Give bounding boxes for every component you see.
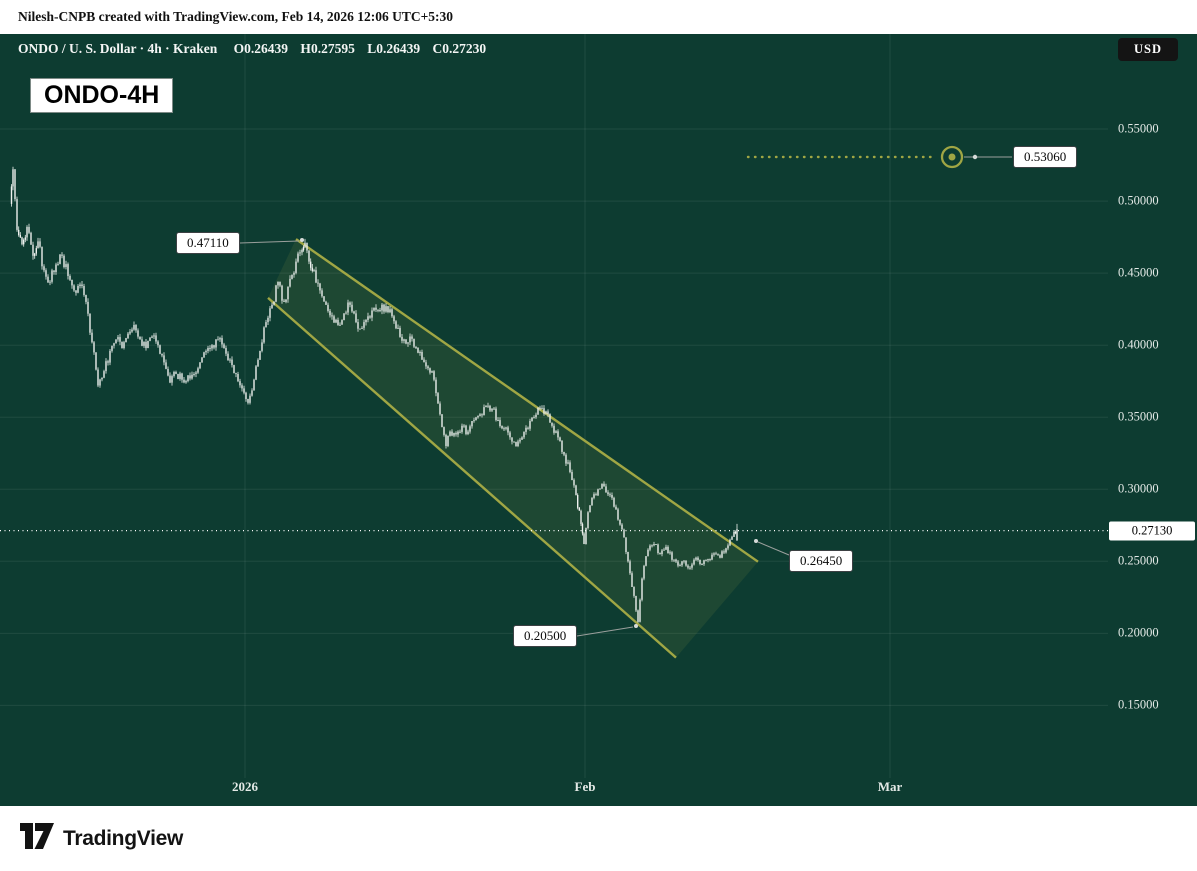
- tradingview-logo[interactable]: TradingView: [20, 823, 183, 854]
- attribution-text: Nilesh-CNPB created with TradingView.com…: [18, 9, 454, 24]
- symbol-legend: ONDO / U. S. Dollar · 4h · Kraken O0.264…: [18, 41, 486, 57]
- price-tick-label: 0.30000: [1118, 481, 1159, 496]
- tradingview-logo-icon: [20, 823, 54, 854]
- ohlc-close: C0.27230: [432, 41, 487, 56]
- price-tick-label: 0.45000: [1118, 265, 1159, 280]
- tradingview-wordmark: TradingView: [63, 826, 184, 850]
- price-callout-label[interactable]: 0.47110: [176, 232, 240, 254]
- ohlc-open: O0.26439: [233, 41, 289, 56]
- chart: ONDO / U. S. Dollar · 4h · Kraken O0.264…: [0, 34, 1197, 806]
- footer: TradingView: [0, 806, 1197, 871]
- price-tick-label: 0.15000: [1118, 697, 1159, 712]
- currency-toggle-button[interactable]: USD: [1118, 38, 1178, 61]
- price-chart-canvas[interactable]: [0, 34, 1108, 806]
- price-callout-label[interactable]: 0.20500: [513, 625, 578, 647]
- ohlc-low: L0.26439: [367, 41, 421, 56]
- price-tick-label: 0.50000: [1118, 193, 1159, 208]
- ohlc-high: H0.27595: [300, 41, 355, 56]
- price-axis[interactable]: 0.55000 0.50000 0.45000 0.40000 0.35000 0.300…: [1108, 34, 1197, 806]
- attribution-bar: Nilesh-CNPB created with TradingView.com…: [0, 0, 1197, 34]
- price-tick-label: 0.40000: [1118, 337, 1159, 352]
- price-tick-label: 0.25000: [1118, 553, 1159, 568]
- price-tick-label: 0.20000: [1118, 625, 1159, 640]
- symbol-title: ONDO / U. S. Dollar · 4h · Kraken: [18, 41, 218, 56]
- price-tick-label: 0.35000: [1118, 409, 1159, 424]
- time-tick-label: Mar: [877, 779, 903, 794]
- chart-title-label: ONDO-4H: [30, 78, 174, 113]
- price-callout-label[interactable]: 0.26450: [789, 550, 854, 572]
- time-tick-label: Feb: [574, 779, 596, 794]
- target-price-label[interactable]: 0.53060: [1013, 145, 1078, 168]
- price-tick-label: 0.55000: [1118, 121, 1159, 136]
- time-tick-label: 2026: [232, 779, 258, 794]
- current-price-axis-label: 0.27130: [1109, 521, 1195, 541]
